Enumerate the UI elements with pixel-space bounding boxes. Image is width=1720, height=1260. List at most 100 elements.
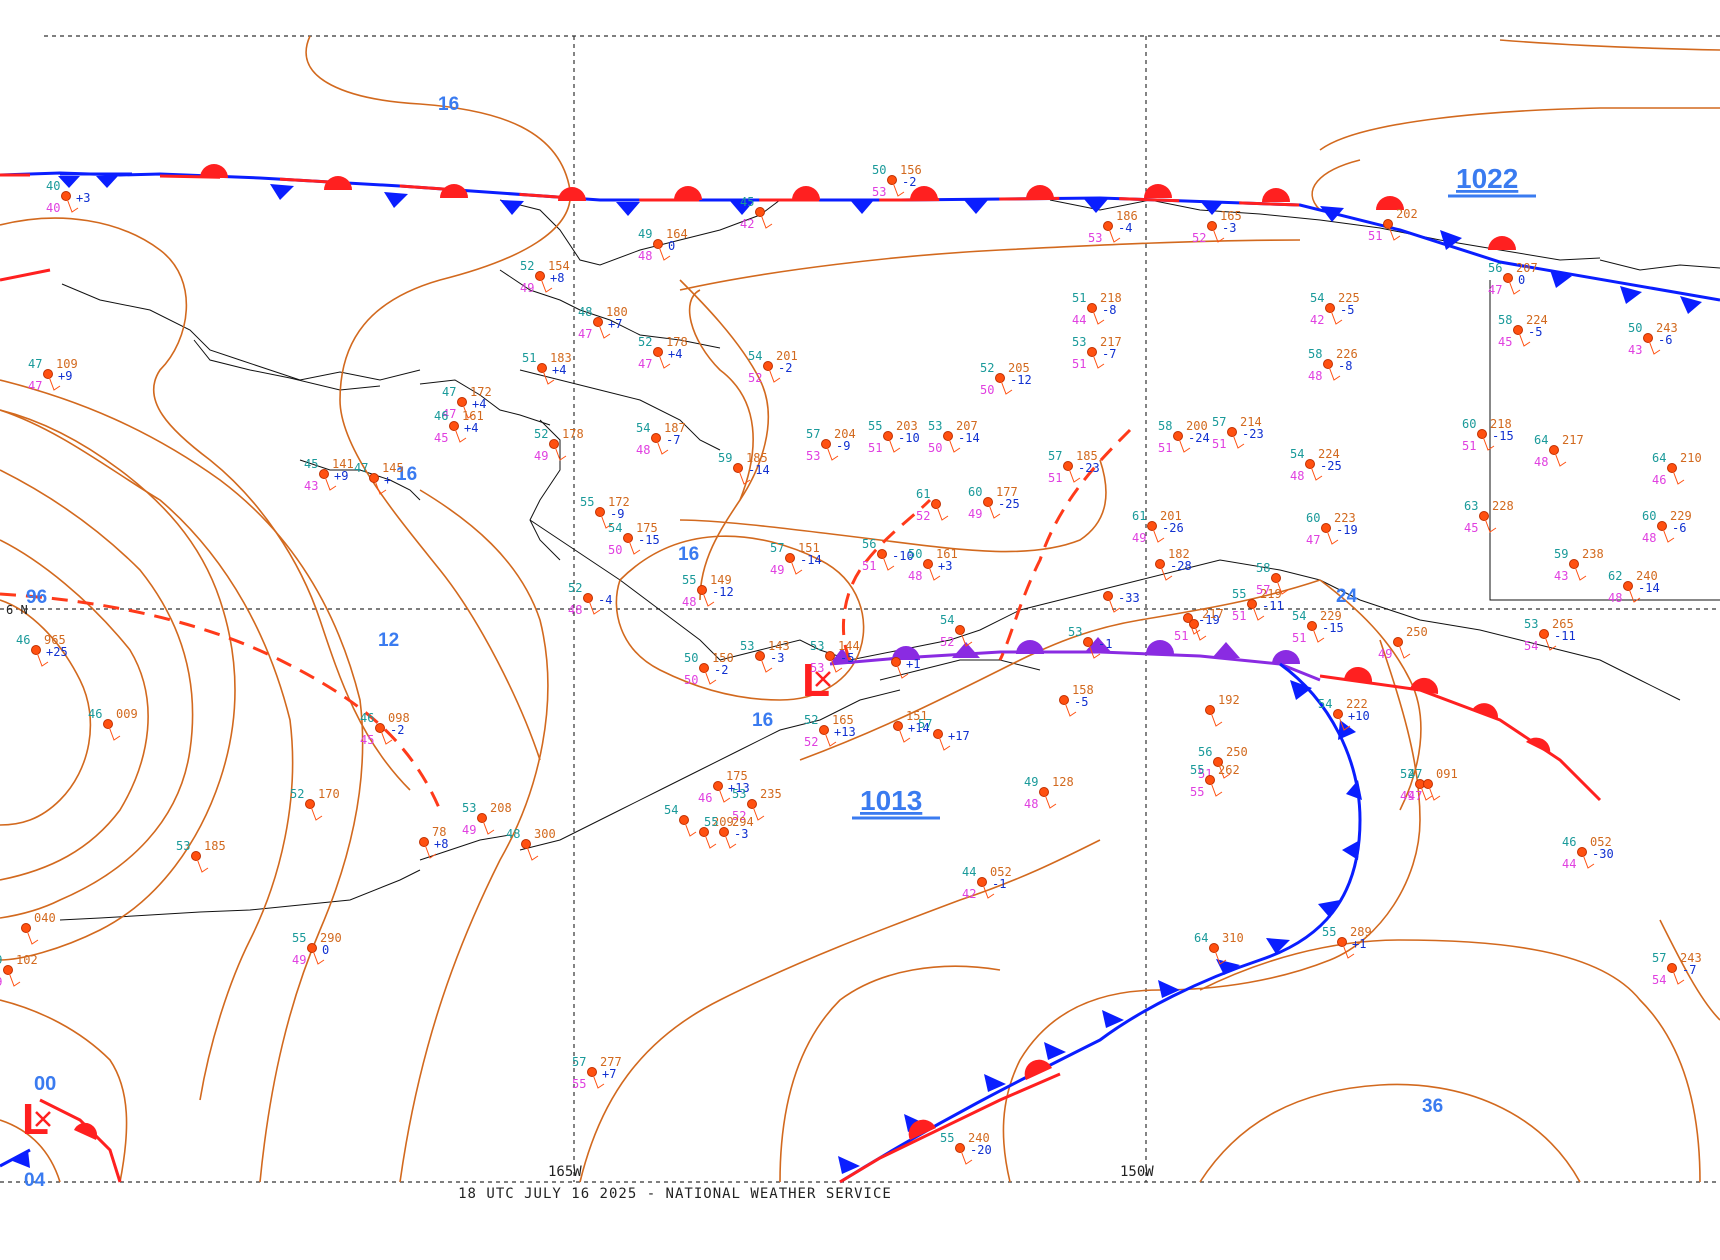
troughs [0,428,1132,811]
station-pressure: 300 [534,827,556,841]
station-plot: 46 009 [88,707,138,741]
station-pressure: 175 [636,521,658,535]
wind-barb [947,435,961,453]
isobar-label: 16 [396,464,417,485]
station-dewpoint: 47 [28,379,42,393]
station-tendency: +9 [334,469,348,483]
station-temperature: 51 [1072,291,1086,305]
station-pressure: 207 [956,419,978,433]
station-dewpoint: 52 [748,371,762,385]
station-pressure: 201 [776,349,798,363]
station-tendency: 0 [1518,273,1525,287]
station-pressure: 224 [1526,313,1548,327]
station-temperature: 53 [928,419,942,433]
station-temperature: 54 [1318,697,1332,711]
station-temperature: 53 [810,639,824,653]
station-plot: 51 218 44 -8 [1072,291,1122,327]
wind-barb [881,553,895,571]
station-pressure: 965 [44,633,66,647]
station-plot: 63 228 45 [1464,499,1514,535]
station-tendency: -30 [1592,847,1614,861]
station-pressure: 040 [34,911,56,925]
station-dewpoint: 53 [872,185,886,199]
wind-barb [1419,783,1433,801]
station-pressure: 223 [1334,511,1356,525]
station-tendency: -12 [1010,373,1032,387]
station-plot: 192 [1205,693,1240,727]
station-pressure: 240 [1636,569,1658,583]
station-temperature: 60 [1462,417,1476,431]
station-tendency: -14 [958,431,980,445]
station-tendency: -1 [1098,637,1112,651]
station-tendency: -28 [1170,559,1192,573]
wind-barb [47,373,61,391]
station-plot: 54 [664,803,697,837]
wind-barb [195,855,209,873]
station-tendency: -5 [1074,695,1088,709]
station-dewpoint: 52 [916,509,930,523]
station-dewpoint: 51 [1462,439,1476,453]
station-temperature: 55 [940,1131,954,1145]
station-pressure: 177 [996,485,1018,499]
station-pressure: 210 [1680,451,1702,465]
station-tendency: -14 [1638,581,1660,595]
lat-label: 6 N [6,603,28,617]
wind-barb [895,661,909,679]
station-tendency: -2 [390,723,404,737]
station-temperature: 53 [462,801,476,815]
station-plot: 50 161 48 +3 [908,547,958,583]
station-temperature: 64 [1194,931,1208,945]
station-dewpoint: 52 [940,635,954,649]
station-tendency: +3 [76,191,90,205]
station-temperature: 54 [1310,291,1324,305]
wind-barb [1647,337,1661,355]
station-temperature: 47 [442,385,456,399]
station-tendency: -24 [1188,431,1210,445]
station-temperature: 54 [1290,447,1304,461]
station-pressure: 172 [608,495,630,509]
station-pressure: 217 [1202,607,1224,621]
station-pressure: 202 [1396,207,1418,221]
station-plot: 54 52 [940,613,973,649]
station-dewpoint: 53 [806,449,820,463]
wind-barb [25,927,39,945]
station-pressure: 219 [1260,587,1282,601]
isobar-label: 36 [1422,1096,1443,1117]
station-plots: 40 40 +3 52 154 49 +8 49 164 48 0 45 42 50 156 53 -2 186 5… [0,163,1702,1165]
station-temperature: 55 [1322,925,1336,939]
station-pressure: 151 [906,709,928,723]
station-temperature: 53 [176,839,190,853]
station-pressure: 143 [768,639,790,653]
station-plot: 59 185-14 [718,451,770,485]
svg-text:1022: 1022 [1456,163,1518,194]
station-plot: 55 240-20 [940,1131,992,1165]
isobar-label: 04 [24,1170,46,1191]
station-dewpoint: 42 [1310,313,1324,327]
station-plot: 55 219 51 -11 [1232,587,1284,623]
wind-barb [937,733,951,751]
station-dewpoint: 49 [534,449,548,463]
station-temperature: 51 [522,351,536,365]
station-pressure: 277 [600,1055,622,1069]
station-plot: 53 144 53 -5 [810,639,860,675]
station-dewpoint: 44 [1072,313,1086,327]
station-dewpoint: 49 [520,281,534,295]
station-tendency: -5 [1528,325,1542,339]
isobar-label: 24 [1336,586,1358,607]
isobar-labels: 16 16 16 16 96 12 24 36 04 [24,94,1443,1191]
wind-barb [723,831,737,849]
station-tendency: +4 [552,363,566,377]
station-dewpoint: 47 [442,407,456,421]
station-dewpoint: 51 [1292,631,1306,645]
station-tendency: +4 [464,421,478,435]
station-plot: 57 277 55 +7 [572,1055,622,1091]
wind-barb [627,537,641,555]
station-pressure: 185 [746,451,768,465]
station-temperature: 58 [1158,419,1172,433]
station-tendency: +13 [728,781,750,795]
station-tendency: -10 [892,549,914,563]
station-plot: 186 53 -4 [1088,209,1138,245]
station-temperature: 56 [862,537,876,551]
station-pressure: 164 [666,227,688,241]
station-pressure: 250 [1226,745,1248,759]
